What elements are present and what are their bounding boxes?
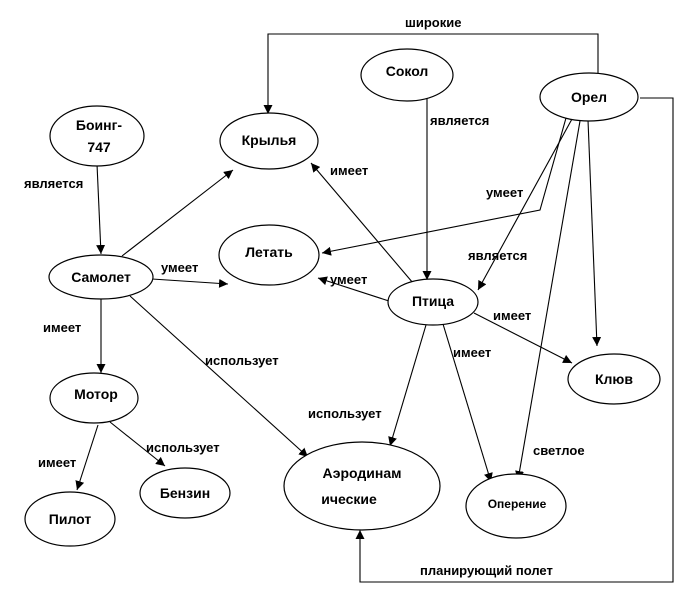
node-krylya: Крылья [219,112,319,170]
edge-label-samolet-letat: умеет [161,260,198,275]
nodes: Боинг- 747 Самолет Мотор Пилот Бензин Кр… [24,48,661,547]
edge-label-motor-pilot: имеет [38,455,76,470]
edge-orel-letat [321,117,567,256]
node-aerodinam-label-line1: Аэродинам [322,465,401,481]
edge-label-boeing-samolet: является [24,176,83,191]
node-ptitsa-label: Птица [412,293,454,309]
edge-samolet-aerodinam [129,295,309,458]
edge-label-orel-operenie: светлое [533,443,585,458]
node-motor: Мотор [49,372,139,424]
node-motor-label: Мотор [74,386,118,402]
node-krylya-label: Крылья [242,132,297,148]
node-benzin-label: Бензин [160,485,210,501]
node-aerodinam: Аэродинам ические [283,441,441,531]
edge-orel-krylya [263,33,599,114]
edge-samolet-letat [151,278,229,288]
edge-label-samolet-motor: имеет [43,320,81,335]
edge-label-orel-aerodinam: планирующий полет [420,563,553,578]
node-boeing: Боинг- 747 [49,105,145,167]
edge-ptitsa-operenie [442,323,493,483]
edge-label-samolet-aerodinam: использует [205,353,279,368]
edge-label-ptitsa-operenie: имеет [453,345,491,360]
node-samolet-label: Самолет [71,269,131,285]
edge-orel-aerodinam [355,97,674,583]
node-klyuv-label: Клюв [595,371,633,387]
edge-motor-benzin [109,421,166,467]
node-benzin: Бензин [139,467,231,519]
edge-label-orel-ptitsa: является [468,248,527,263]
edge-orel-klyuv [587,119,602,347]
edge-label-ptitsa-krylya: имеет [330,163,368,178]
edge-label-ptitsa-letat: умеет [330,272,367,287]
edge-motor-pilot [75,424,99,491]
node-samolet: Самолет [48,254,154,300]
edge-label-motor-benzin: использует [146,440,220,455]
node-pilot: Пилот [24,491,116,547]
edge-label-sokol-ptitsa: является [430,113,489,128]
edge-label-orel-letat: умеет [486,185,523,200]
node-boeing-label-line1: Боинг- [76,117,123,133]
edge-label-ptitsa-klyuv: имеет [493,308,531,323]
edge-boeing-samolet [96,163,106,255]
node-pilot-label: Пилот [49,511,92,527]
edge-ptitsa-klyuv [473,312,573,364]
edge-labels: является умеет имеет использует имеет ис… [24,15,585,578]
node-boeing-label-line2: 747 [87,139,111,155]
node-orel-label: Орел [571,89,607,105]
node-klyuv: Клюв [567,353,661,405]
node-sokol: Сокол [360,48,454,102]
edges [75,33,674,583]
edge-label-orel-krylya: широкие [405,15,461,30]
edge-orel-operenie [515,120,581,481]
node-sokol-label: Сокол [386,63,429,79]
edge-ptitsa-letat [317,276,393,303]
node-aerodinam-label-line2: ические [321,491,377,507]
node-orel: Орел [539,72,639,122]
node-operenie: Оперение [465,473,567,539]
node-letat: Летать [218,224,320,286]
edge-label-ptitsa-aerodinam: использует [308,406,382,421]
node-operenie-label: Оперение [488,497,547,511]
node-letat-label: Летать [245,244,293,260]
edge-samolet-krylya [121,169,234,257]
edge-ptitsa-krylya [310,162,414,284]
node-ptitsa: Птица [387,278,479,326]
edge-orel-ptitsa [477,118,573,291]
edge-ptitsa-aerodinam [388,324,427,447]
